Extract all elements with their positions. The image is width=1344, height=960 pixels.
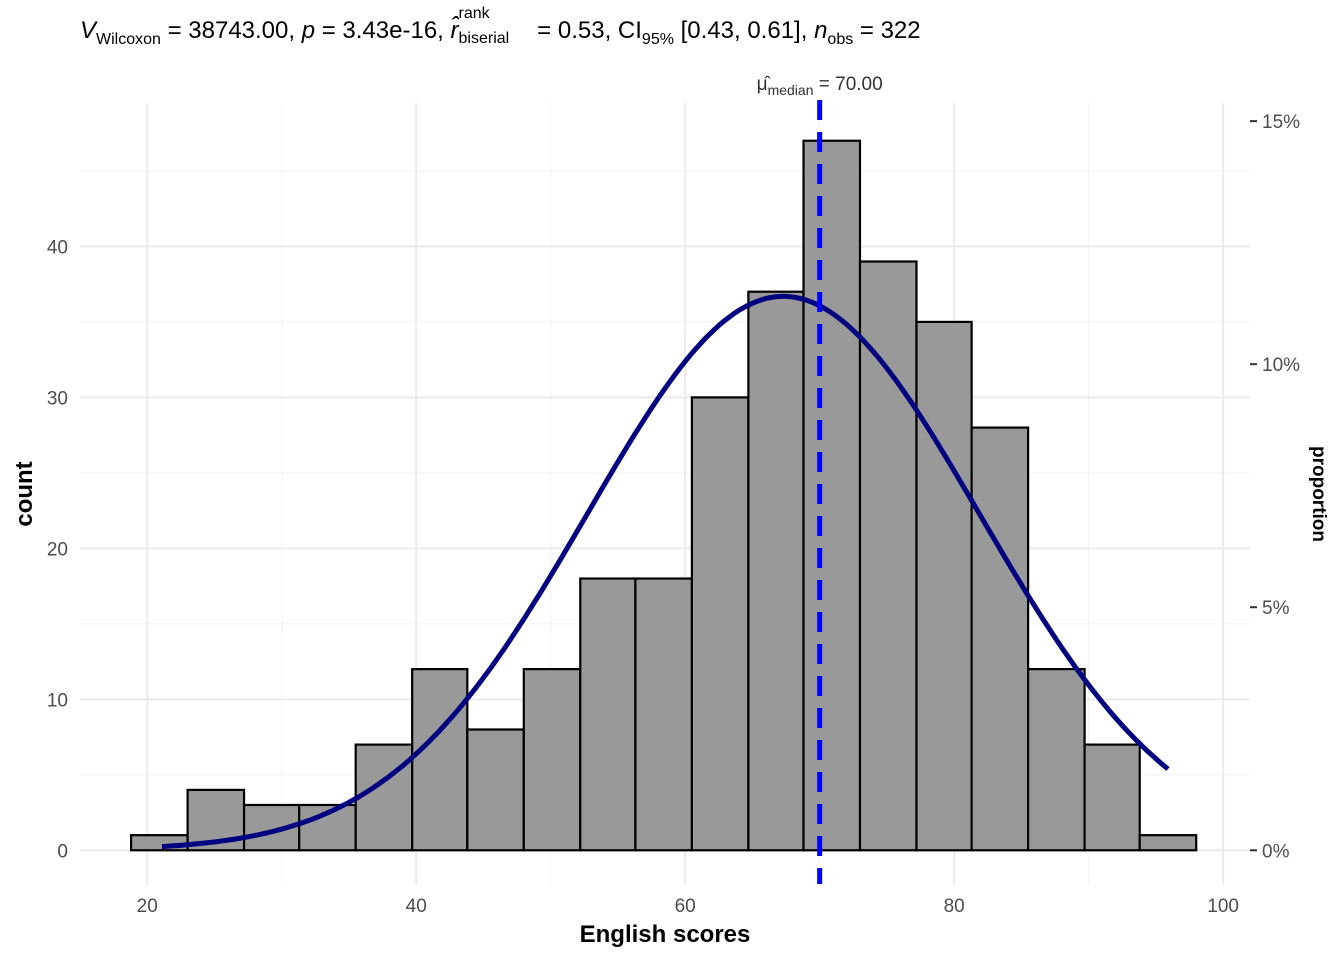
ci-value: [0.43, 0.61], <box>673 17 815 44</box>
histogram-bar <box>579 577 637 852</box>
histogram-bar <box>354 743 414 852</box>
histogram-bar <box>970 426 1030 852</box>
y-axis-ticks: 0 10 20 30 40 <box>47 237 68 862</box>
n-symbol: n <box>814 17 828 44</box>
v-symbol: V <box>80 17 97 44</box>
histogram-bar <box>858 260 918 852</box>
histogram-bar <box>690 396 750 852</box>
secondary-y-tick-label: 5% <box>1262 598 1290 619</box>
median-value: = 70.00 <box>813 74 882 95</box>
y-tick-label: 10 <box>47 690 68 711</box>
normal-curve <box>161 293 1170 850</box>
histogram-bar <box>466 728 525 852</box>
x-tick-label: 100 <box>1207 896 1239 917</box>
x-axis-title: English scores <box>580 921 751 948</box>
secondary-y-axis-ticks: 0% 5% 10% 15% <box>1250 112 1300 862</box>
y-axis-title: count <box>11 461 38 526</box>
ci-subscript: 95% <box>641 30 674 48</box>
histogram-bar <box>522 668 582 852</box>
r-subscript: biserial <box>458 30 510 47</box>
secondary-y-tick-label: 10% <box>1262 355 1300 376</box>
y-tick-label: 20 <box>47 539 68 560</box>
secondary-y-axis-title: proportion <box>1308 446 1329 542</box>
median-subscript: median <box>768 82 814 98</box>
secondary-y-tick-label: 0% <box>1262 841 1290 862</box>
v-subscript: Wilcoxon <box>96 30 161 48</box>
x-tick-label: 40 <box>406 896 427 917</box>
r-symbol: r̂ <box>450 17 459 44</box>
y-tick-label: 40 <box>47 237 68 258</box>
secondary-y-tick-label: 15% <box>1262 112 1300 133</box>
r-value: = 0.53, CI <box>530 17 642 44</box>
histogram-bar <box>802 139 862 852</box>
histogram-bar <box>915 320 973 852</box>
histogram-bar <box>1138 834 1198 852</box>
n-subscript: obs <box>827 30 854 48</box>
histogram-bars <box>130 139 1198 852</box>
x-tick-label: 60 <box>675 896 696 917</box>
histogram-bar <box>130 834 189 852</box>
p-symbol: p <box>301 17 316 44</box>
median-label: μ̂median = 70.00 <box>757 74 883 98</box>
x-tick-label: 80 <box>944 896 965 917</box>
p-value: = 3.43e-16, <box>315 17 451 44</box>
histogram-bar <box>411 668 469 852</box>
v-value: = 38743.00, <box>160 17 302 44</box>
n-value: = 322 <box>853 17 921 44</box>
chart-subtitle: VWilcoxon = 38743.00, p = 3.43e-16, r̂ ra… <box>80 5 921 49</box>
r-index-stack: rank biserial <box>459 5 531 47</box>
y-tick-label: 30 <box>47 388 68 409</box>
r-superscript: rank <box>458 5 490 22</box>
y-tick-label: 0 <box>57 841 68 862</box>
x-axis-ticks: 20 40 60 80 100 <box>137 896 1239 917</box>
histogram-bar <box>634 577 693 852</box>
histogram-bar <box>1083 743 1141 852</box>
x-tick-label: 20 <box>137 896 158 917</box>
histogram-bar <box>747 290 805 852</box>
histogram-bar <box>1027 668 1086 852</box>
